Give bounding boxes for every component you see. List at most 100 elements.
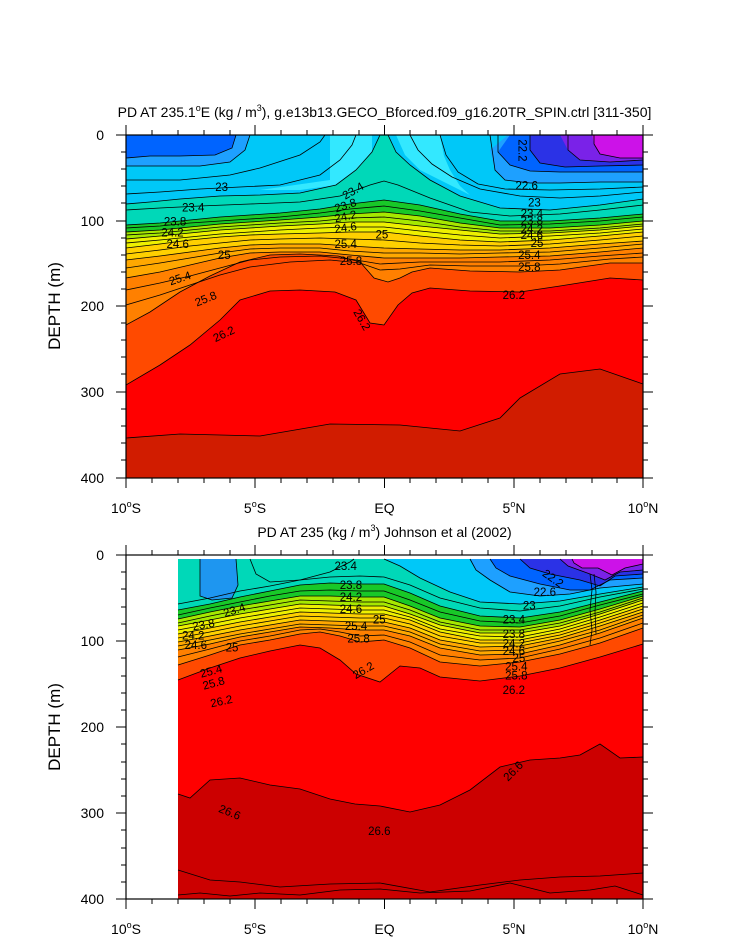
contour-label: 24.2	[503, 638, 525, 650]
contour-line	[177, 611, 643, 648]
contour-line	[409, 135, 643, 199]
contour-label: 23.8	[340, 580, 362, 592]
contour-line	[177, 617, 643, 656]
contour-label: 25	[531, 238, 544, 250]
fill-26.6-plus	[126, 369, 643, 478]
contour-line	[589, 573, 593, 646]
y-axis-label: DEPTH (m)	[45, 683, 64, 771]
contour-line	[559, 558, 643, 581]
contour-label: 24.2	[161, 228, 183, 240]
contour-label: 26.2	[503, 685, 525, 697]
contour-line	[126, 135, 381, 205]
contour-line	[177, 599, 643, 634]
contour-label: 23.4	[521, 209, 544, 221]
x-tick-label: 5oN	[503, 920, 526, 937]
contour-line	[469, 558, 643, 597]
y-tick-label: 100	[81, 213, 105, 229]
contour-label: 24.2	[334, 209, 358, 225]
contour-label: 23.4	[503, 614, 526, 626]
y-tick-label: 200	[81, 298, 105, 314]
contour-line	[126, 216, 643, 236]
y-tick-labels: 0 100 200 300 400	[81, 547, 105, 907]
contour-line	[126, 226, 643, 244]
contour-line	[383, 558, 643, 605]
contour-line	[126, 199, 643, 226]
contour-line	[177, 622, 643, 661]
fill-20.6-21.0	[572, 559, 643, 575]
contour-label: 25.8	[347, 633, 369, 645]
panel-title: PD AT 235.1oE (kg / m3), g.e13b13.GECO_B…	[118, 103, 652, 120]
contour-label: 23.4	[335, 561, 358, 573]
y-tick-label: 200	[81, 719, 105, 735]
contour-line	[439, 135, 643, 191]
contour-label: 23.8	[164, 217, 186, 229]
contour-line	[177, 582, 643, 619]
panel-title: PD AT 235 (kg / m3) Johnson et al (2002)	[257, 523, 511, 540]
x-tick-label: EQ	[374, 500, 394, 516]
contour-line	[177, 608, 643, 644]
contour-label: 23.8	[192, 618, 216, 634]
contour-label: 22.2	[516, 139, 528, 161]
contour-label: 23	[523, 601, 536, 613]
contour-line	[177, 614, 643, 652]
x-tick-labels: 10oS 5oS EQ 5oN 10oN	[111, 499, 658, 516]
y-tick-label: 300	[81, 805, 105, 821]
contour-line	[126, 211, 643, 233]
fill-22.2-22.6	[260, 135, 470, 195]
y-axis-label: DEPTH (m)	[45, 262, 64, 350]
contour-line	[126, 135, 326, 181]
contour-label: 25.4	[518, 250, 541, 262]
contour-field	[177, 558, 643, 899]
contour-lines	[177, 558, 643, 897]
y-tick-label: 0	[96, 547, 104, 563]
contour-line	[489, 135, 643, 184]
contour-label: 24.2	[340, 592, 362, 604]
fill-20.2-20.6	[592, 135, 643, 158]
contour-line	[571, 558, 643, 576]
y-tick-label: 0	[96, 127, 104, 143]
contour-label: 25.8	[340, 256, 362, 268]
contour-label: 23.8	[503, 629, 525, 641]
contour-label: 26.2	[503, 290, 525, 302]
contour-label: 23	[528, 198, 541, 210]
contour-line	[126, 221, 643, 240]
x-tick-label: 10oS	[111, 920, 141, 937]
contour-label: 25	[373, 614, 386, 626]
contour-label: 25	[226, 643, 239, 655]
contour-line	[126, 135, 251, 167]
contour-line	[177, 605, 643, 641]
panel-observations: PD AT 235 (kg / m3) Johnson et al (2002)	[45, 523, 658, 937]
contour-line	[126, 253, 643, 326]
contour-line	[177, 595, 643, 628]
contour-label: 25.4	[505, 662, 528, 674]
contour-lines	[126, 135, 643, 439]
x-tick-label: 5oN	[503, 499, 526, 516]
contour-label: 24.2	[521, 224, 543, 236]
x-tick-label: 10oN	[628, 499, 659, 516]
contour-line	[567, 135, 643, 163]
contour-label: 22.6	[516, 180, 538, 192]
contour-line	[126, 277, 643, 386]
contour-line	[593, 135, 643, 159]
y-tick-labels: 0 100 200 300 400	[81, 127, 105, 486]
contour-label: 24.6	[167, 239, 189, 251]
contour-line	[529, 135, 643, 168]
contour-line	[126, 243, 643, 269]
axis-ticks	[116, 125, 653, 488]
contour-label: 25	[376, 229, 389, 241]
fill-21.4-21.8	[126, 135, 643, 172]
y-tick-label: 300	[81, 384, 105, 400]
contour-line	[126, 231, 643, 249]
contour-line	[126, 205, 643, 229]
contour-label: 25.8	[505, 670, 527, 682]
contour-line	[177, 869, 643, 893]
x-tick-label: 5oS	[244, 499, 266, 516]
panel-model: PD AT 235.1oE (kg / m3), g.e13b13.GECO_B…	[45, 103, 658, 516]
contour-label: 24.2	[182, 631, 204, 643]
contour-label: 26.6	[368, 826, 390, 838]
contour-line	[199, 558, 239, 601]
contour-label: 23	[215, 182, 228, 194]
x-tick-labels: 10oS 5oS EQ 5oN 10oN	[111, 920, 658, 937]
contour-label: 22.6	[534, 587, 556, 599]
